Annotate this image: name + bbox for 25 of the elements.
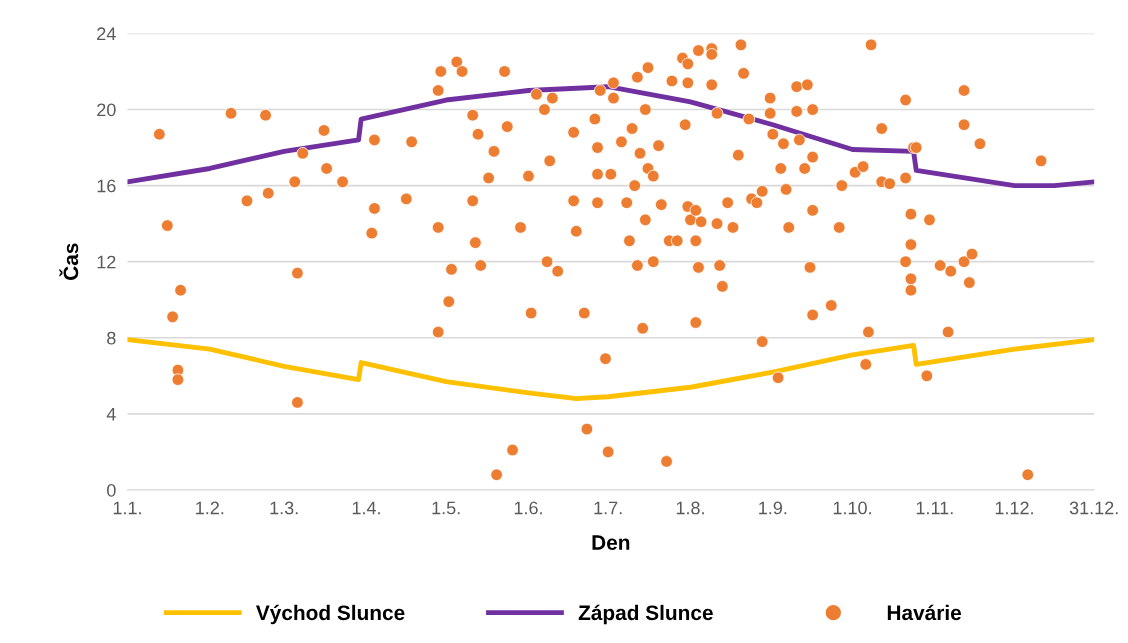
y-axis-title: Čas [59, 243, 79, 280]
x-axis-title: Den [592, 535, 630, 550]
x-tick-label: 1.9. [759, 501, 787, 515]
y-tick-label: 12 [97, 255, 116, 269]
y-tick-label: 0 [107, 483, 116, 497]
y-tick-label: 16 [97, 179, 116, 193]
x-tick-label: 1.6. [514, 501, 542, 515]
x-tick-label: 1.3. [270, 501, 298, 515]
x-tick-label: 1.7. [594, 501, 622, 515]
x-tick-label: 1.5. [432, 501, 460, 515]
y-tick-label: 24 [97, 27, 116, 40]
x-tick-label: 1.12. [995, 501, 1033, 515]
x-tick-label: 1.11. [916, 501, 953, 515]
x-tick-label: 31.12. [1069, 501, 1118, 515]
x-tick-label: 1.1. [113, 501, 141, 515]
x-tick-label: 1.8. [676, 501, 704, 515]
x-tick-label: 1.4. [352, 501, 380, 515]
y-tick-label: 8 [107, 331, 116, 345]
y-tick-label: 20 [97, 103, 116, 117]
x-tick-label: 1.2. [196, 501, 224, 515]
y-tick-label: 4 [106, 408, 116, 421]
legend-label: Západ Slunce [578, 604, 713, 625]
legend-label: Havárie [887, 604, 962, 621]
legend-label: Východ Slunce [255, 604, 405, 625]
x-tick-label: 1.10. [833, 501, 871, 515]
